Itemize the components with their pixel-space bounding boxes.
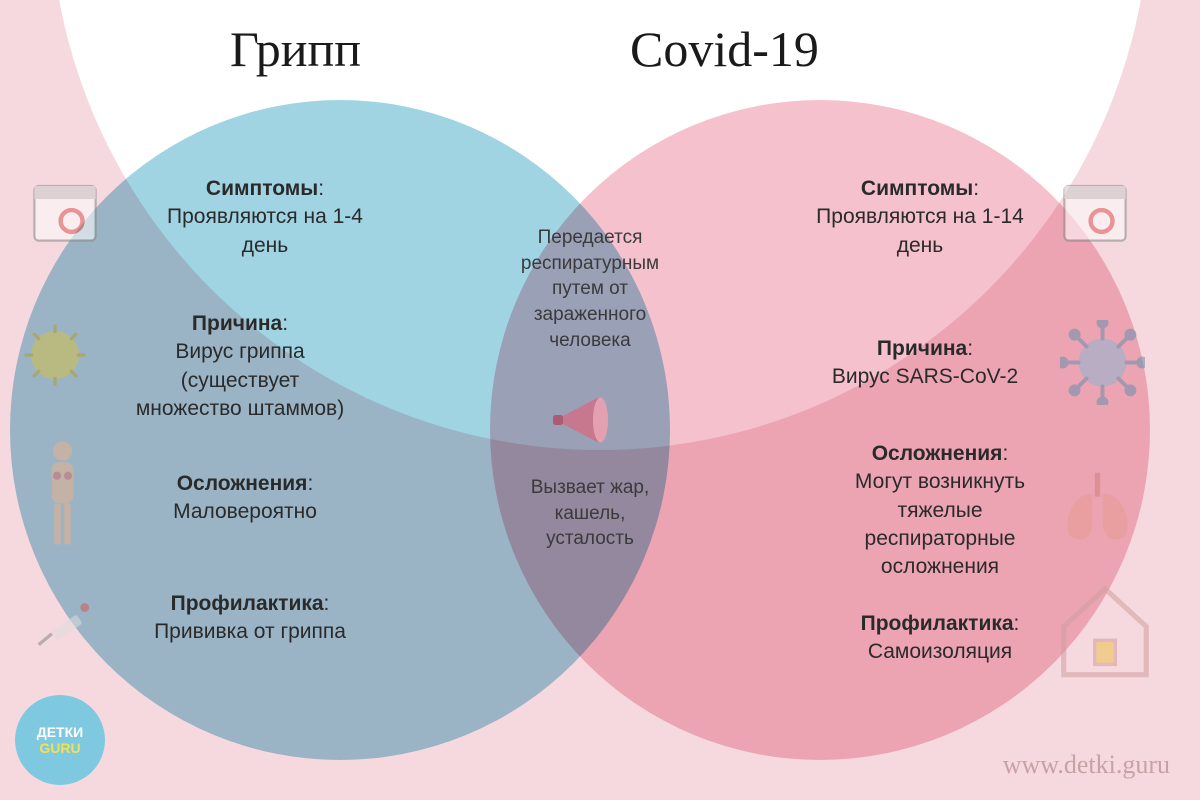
- covid-complications-label: Осложнения: [872, 442, 1003, 465]
- watermark: www.detki.guru: [1003, 750, 1170, 780]
- flu-cause-label: Причина: [192, 312, 282, 335]
- center-symptoms: Вызвает жар,кашель,усталость: [490, 475, 690, 552]
- calendar-left-icon: [30, 175, 100, 245]
- flu-prevention-label: Профилактика: [171, 592, 324, 615]
- calendar-right-icon: [1060, 175, 1130, 245]
- title-covid: Covid-19: [630, 20, 819, 78]
- covid-prevention: Профилактика:Самоизоляция: [800, 610, 1080, 667]
- syringe-icon: [30, 590, 100, 660]
- covid-cause-label: Причина: [877, 337, 967, 360]
- flu-complications-label: Осложнения: [177, 472, 308, 495]
- center-transmission: Передаетсяреспиратурнымпутем отзараженно…: [490, 225, 690, 353]
- logo-line1: ДЕТКИ: [37, 724, 83, 740]
- covid-symptoms-label: Симптомы: [861, 177, 973, 200]
- logo-badge: ДЕТКИ GURU: [15, 695, 105, 785]
- flu-prevention: Профилактика:Прививка от гриппа: [100, 590, 400, 647]
- lungs-icon: [1055, 470, 1140, 550]
- covid-symptoms: Симптомы:Проявляются на 1-14день: [770, 175, 1070, 260]
- flu-cause: Причина:Вирус гриппа(существуетмножество…: [75, 310, 405, 423]
- covid-prevention-label: Профилактика: [861, 612, 1014, 635]
- covid-complications: Осложнения:Могут возникнутьтяжелыереспир…: [800, 440, 1080, 582]
- flu-complications: Осложнения:Маловероятно: [110, 470, 380, 527]
- logo-line2: GURU: [39, 740, 80, 756]
- covid-virus-icon: [1060, 320, 1145, 405]
- title-flu: Грипп: [230, 20, 361, 78]
- house-icon: [1050, 575, 1160, 685]
- flu-virus-icon: [20, 320, 90, 390]
- body-icon: [35, 440, 90, 540]
- covid-cause: Причина:Вирус SARS-CoV-2: [790, 335, 1060, 392]
- flu-symptoms-label: Симптомы: [206, 177, 318, 200]
- infographic-canvas: Грипп Covid-19 Симптомы:Проявляются на 1…: [0, 0, 1200, 800]
- megaphone-icon: [548, 380, 628, 460]
- flu-symptoms: Симптомы:Проявляются на 1-4день: [120, 175, 410, 260]
